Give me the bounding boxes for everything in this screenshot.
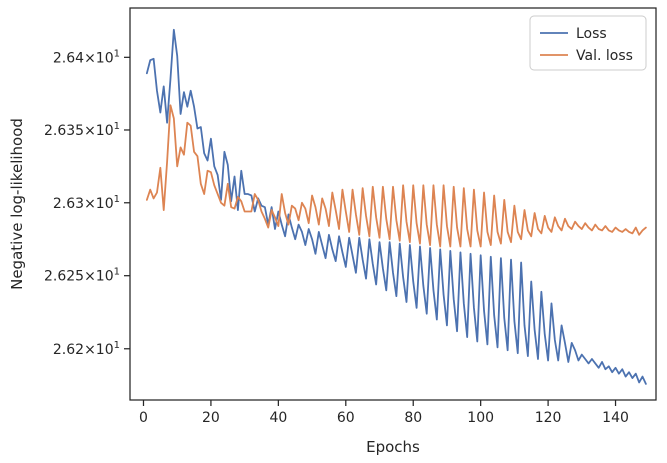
y-tick-times: × — [84, 123, 96, 139]
x-tick-label: 100 — [467, 410, 494, 426]
legend-label-val-loss: Val. loss — [576, 48, 633, 64]
y-tick-base: 10 — [96, 123, 114, 139]
y-axis-title: Negative log-likelihood — [8, 118, 26, 290]
y-tick-times: × — [84, 342, 96, 358]
y-tick-exponent: 1 — [114, 194, 120, 205]
series-line-val-loss — [145, 104, 647, 248]
x-tick-label: 80 — [404, 410, 422, 426]
y-tick-mantissa: 2.63 — [53, 196, 84, 212]
x-tick-label: 120 — [535, 410, 562, 426]
y-tick-mantissa: 2.64 — [53, 50, 84, 66]
y-tick-label: 2.625×101 — [44, 267, 120, 285]
y-tick-label: 2.62×101 — [53, 340, 120, 358]
x-tick-label: 140 — [602, 410, 629, 426]
y-tick-exponent: 1 — [114, 267, 120, 278]
y-tick-times: × — [84, 50, 96, 66]
legend: Loss Val. loss — [529, 15, 647, 71]
y-tick-base: 10 — [96, 342, 114, 358]
y-tick-base: 10 — [96, 196, 114, 212]
axes-layer: 0 20 40 60 80 100 120 1402.62×1012.625×1012.63×… — [8, 7, 657, 456]
y-tick-label: 2.635×101 — [44, 121, 120, 139]
legend-box — [529, 15, 647, 71]
y-tick-exponent: 1 — [114, 121, 120, 132]
y-tick-exponent: 1 — [114, 48, 120, 59]
y-tick-label: 2.64×101 — [53, 48, 120, 66]
plot-frame — [129, 7, 657, 401]
y-tick-exponent: 1 — [114, 340, 120, 351]
y-tick-label: 2.63×101 — [53, 194, 120, 212]
y-tick-mantissa: 2.62 — [53, 342, 84, 358]
y-tick-base: 10 — [96, 50, 114, 66]
y-tick-mantissa: 2.625 — [44, 269, 84, 285]
x-tick-label: 60 — [337, 410, 355, 426]
x-tick-label: 0 — [139, 410, 148, 426]
y-tick-times: × — [84, 196, 96, 212]
y-tick-times: × — [84, 269, 96, 285]
x-tick-label: 20 — [202, 410, 220, 426]
y-tick-base: 10 — [96, 269, 114, 285]
x-tick-label: 40 — [269, 410, 287, 426]
y-tick-mantissa: 2.635 — [44, 123, 84, 139]
legend-label-loss: Loss — [576, 26, 607, 42]
x-axis-title: Epochs — [366, 438, 420, 456]
series-layer — [145, 28, 647, 385]
series-line-loss — [145, 28, 647, 385]
